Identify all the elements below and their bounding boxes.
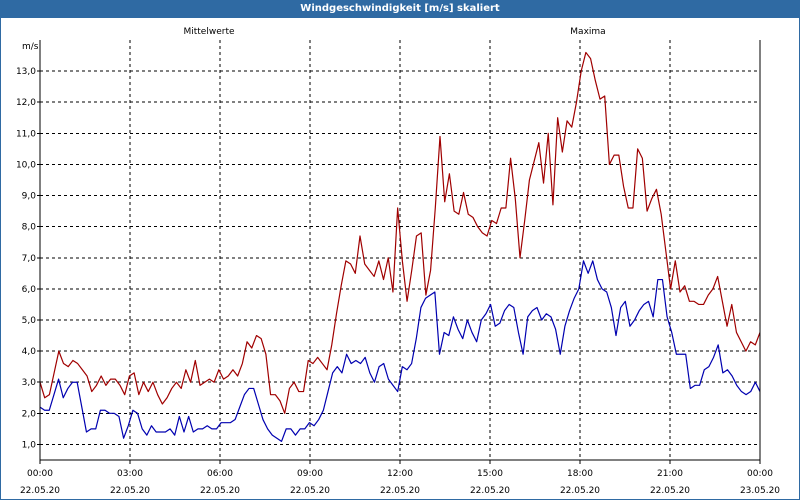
x-tick-date: 22.05.20	[200, 486, 240, 496]
y-tick-label: 13,0	[16, 67, 36, 77]
y-tick-label: 5,0	[22, 316, 37, 326]
y-axis-label: m/s	[22, 42, 39, 52]
x-tick-date: 22.05.20	[560, 486, 600, 496]
y-tick-label: 7,0	[22, 254, 37, 264]
window-title: Windgeschwindigkeit [m/s] skaliert	[0, 0, 800, 18]
x-tick-date: 22.05.20	[110, 486, 150, 496]
x-tick-date: 23.05.20	[740, 486, 780, 496]
grid	[40, 40, 760, 460]
y-tick-label: 10,0	[16, 160, 36, 170]
legend-mittelwerte: Mittelwerte	[183, 27, 234, 37]
y-tick-label: 2,0	[22, 409, 37, 419]
x-tick-time: 15:00	[477, 469, 503, 479]
tick-labels: 1,0 2,0 3,0 4,0 5,0 6,0 7,0 8,0 9,0 10,0 11,0 12,0 1…	[16, 67, 780, 496]
x-tick-date: 22.05.20	[470, 486, 510, 496]
y-tick-label: 4,0	[22, 347, 37, 357]
x-tick-time: 09:00	[297, 469, 323, 479]
x-tick-time: 18:00	[567, 469, 593, 479]
y-tick-label: 11,0	[16, 129, 36, 139]
x-tick-time: 00:00	[27, 469, 53, 479]
x-tick-date: 22.05.20	[20, 486, 60, 496]
axes	[37, 40, 761, 464]
y-tick-label: 12,0	[16, 98, 36, 108]
x-tick-time: 21:00	[657, 469, 683, 479]
x-tick-time: 03:00	[117, 469, 143, 479]
y-tick-label: 1,0	[22, 440, 37, 450]
y-tick-label: 3,0	[22, 378, 37, 388]
x-tick-date: 22.05.20	[290, 486, 330, 496]
series-line-maxima	[39, 51, 761, 414]
series-line-mittelwerte	[39, 260, 761, 442]
x-tick-time: 00:00	[747, 469, 773, 479]
legend-maxima: Maxima	[570, 27, 605, 37]
y-tick-label: 8,0	[22, 223, 37, 233]
x-tick-time: 12:00	[387, 469, 413, 479]
x-tick-date: 22.05.20	[650, 486, 690, 496]
y-tick-label: 6,0	[22, 285, 37, 295]
x-tick-date: 22.05.20	[380, 486, 420, 496]
series-lines	[39, 51, 761, 442]
y-tick-label: 9,0	[22, 192, 37, 202]
x-tick-time: 06:00	[207, 469, 233, 479]
